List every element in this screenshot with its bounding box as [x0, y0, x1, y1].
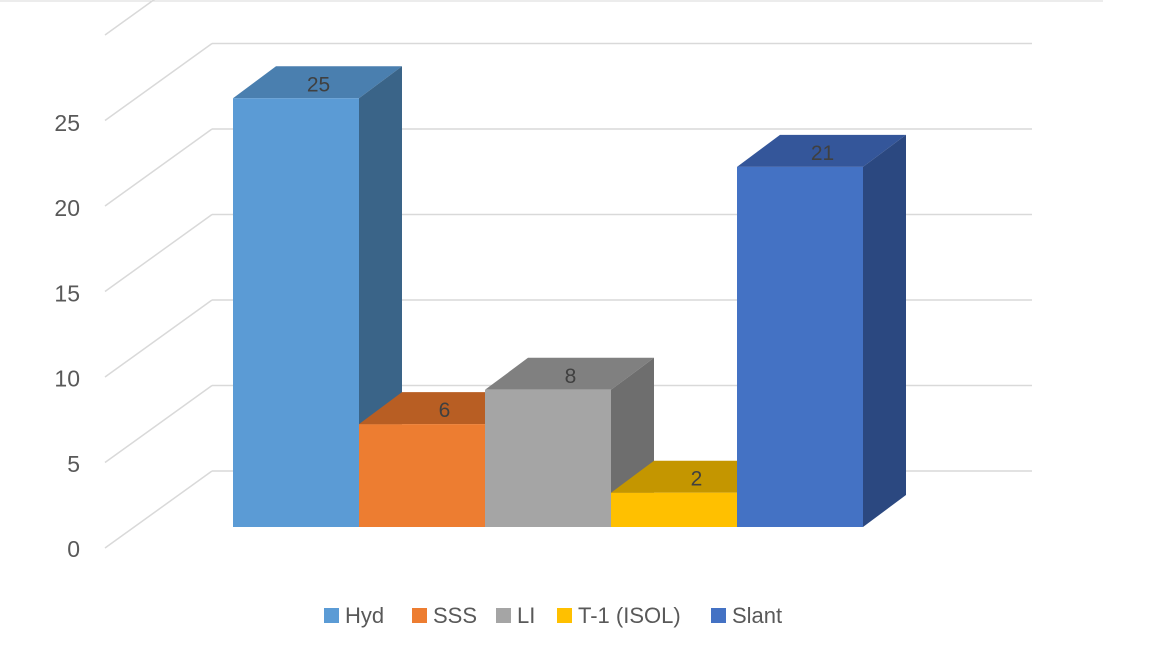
- gridline-diagonal: [104, 470, 213, 549]
- data-label: 8: [565, 365, 577, 388]
- legend-label: T-1 (ISOL): [578, 603, 681, 628]
- bar-front-face: [737, 166, 863, 527]
- bar-front-face: [611, 492, 737, 527]
- bar-top-face: [485, 357, 654, 390]
- legend-swatch: [412, 608, 427, 623]
- y-axis-ticks: 0 5 10 15 20 25: [54, 110, 80, 562]
- y-tick-label: 15: [54, 280, 80, 306]
- bar-slant: [737, 134, 906, 527]
- y-tick-label: 0: [67, 536, 80, 562]
- gridline-diagonal: [104, 0, 155, 36]
- gridline-diagonal: [104, 128, 213, 207]
- bar-top-face: [737, 134, 906, 167]
- legend-item: SSS: [412, 603, 477, 628]
- legend-label: Hyd: [345, 603, 384, 628]
- bar-front-face: [485, 389, 611, 527]
- legend-swatch: [711, 608, 726, 623]
- y-tick-label: 5: [67, 451, 80, 477]
- gridline-diagonal: [104, 213, 213, 293]
- legend-swatch: [496, 608, 511, 623]
- legend-label: SSS: [433, 603, 477, 628]
- legend-label: LI: [517, 603, 535, 628]
- bar-side-face: [863, 134, 906, 527]
- gridline-diagonal: [104, 384, 213, 464]
- legend: Hyd SSS LI T-1 (ISOL) Slant: [324, 603, 782, 628]
- gridline-diagonal: [104, 299, 213, 378]
- data-labels: 25 6 8 2 21: [307, 73, 834, 490]
- bar-front-face: [233, 98, 359, 527]
- y-tick-label: 10: [54, 366, 80, 392]
- legend-label: Slant: [732, 603, 782, 628]
- bar-top-face: [233, 66, 402, 99]
- legend-swatch: [557, 608, 572, 623]
- data-label: 21: [811, 142, 834, 165]
- legend-swatch: [324, 608, 339, 623]
- bars: [233, 66, 906, 527]
- legend-item: LI: [496, 603, 535, 628]
- legend-item: T-1 (ISOL): [557, 603, 681, 628]
- y-tick-label: 25: [54, 110, 80, 136]
- data-label: 6: [439, 399, 451, 422]
- gridline-diagonal: [104, 42, 213, 122]
- data-label: 25: [307, 73, 330, 96]
- legend-item: Slant: [711, 603, 782, 628]
- bar-front-face: [359, 424, 485, 527]
- y-tick-label: 20: [54, 195, 80, 221]
- legend-item: Hyd: [324, 603, 384, 628]
- data-label: 2: [691, 468, 703, 491]
